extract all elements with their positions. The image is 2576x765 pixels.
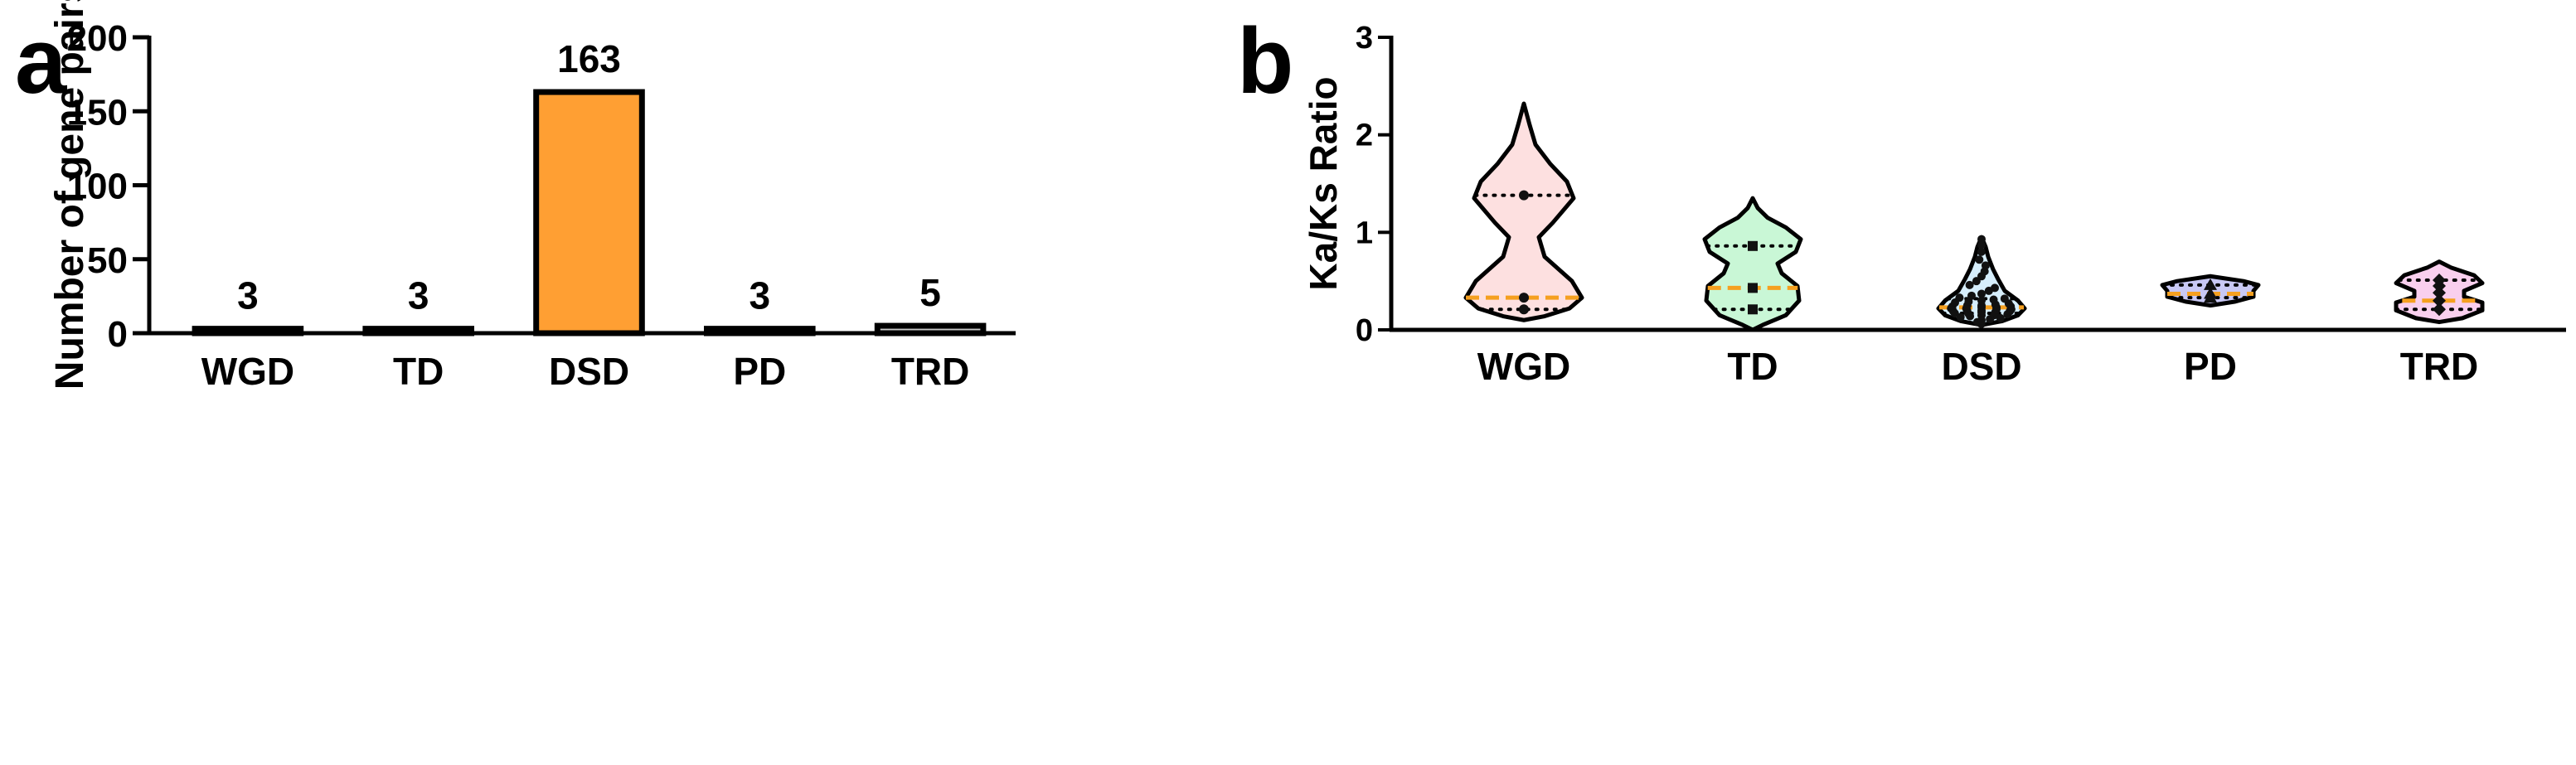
bar-data-label: 163 xyxy=(557,37,621,80)
data-point xyxy=(2433,293,2446,307)
x-tick-label: TD xyxy=(1727,345,1778,388)
data-point xyxy=(1977,247,1986,256)
data-point xyxy=(1981,261,1990,270)
y-axis-title: Ka/Ks Ratio xyxy=(1302,76,1345,290)
data-point xyxy=(1977,289,1986,298)
data-point xyxy=(1991,283,1999,293)
y-tick-label: 3 xyxy=(1356,21,1373,56)
x-tick-label: DSD xyxy=(1941,345,2021,388)
y-tick-label: 0 xyxy=(1356,313,1373,348)
y-tick-label: 50 xyxy=(87,240,128,281)
data-point xyxy=(1955,293,1964,303)
bar-data-label: 5 xyxy=(919,271,941,314)
violin-body xyxy=(1463,101,1584,322)
panel-b-letter: b xyxy=(1237,9,1293,113)
x-tick-label: DSD xyxy=(549,350,629,393)
y-tick-label: 2 xyxy=(1356,119,1373,153)
y-tick-label: 150 xyxy=(67,92,128,133)
data-point xyxy=(1748,283,1758,293)
data-point xyxy=(2433,286,2446,300)
x-tick-label: WGD xyxy=(201,350,294,393)
data-point xyxy=(1519,293,1529,303)
data-point xyxy=(1748,240,1758,251)
x-tick-label: TRD xyxy=(891,350,970,393)
bar xyxy=(192,326,304,337)
data-point xyxy=(1977,240,1986,249)
data-point xyxy=(1989,295,1998,304)
data-point xyxy=(1967,291,1976,300)
bar-data-label: 3 xyxy=(408,274,429,317)
data-point xyxy=(2000,294,2009,303)
x-tick-label: PD xyxy=(2184,345,2237,388)
data-point xyxy=(1748,304,1758,315)
x-tick-label: WGD xyxy=(1477,345,1570,388)
data-point xyxy=(2204,278,2217,290)
x-tick-label: TD xyxy=(393,350,444,393)
bar xyxy=(704,326,816,337)
data-point xyxy=(1965,280,1974,289)
data-point xyxy=(2433,273,2446,287)
data-point xyxy=(1519,190,1529,201)
bar xyxy=(874,322,987,337)
y-axis-title: Number of gene pairs xyxy=(48,0,92,390)
bar xyxy=(362,326,474,337)
data-point xyxy=(2204,287,2217,299)
data-point xyxy=(1977,296,1986,305)
data-point xyxy=(1977,235,1986,244)
x-tick-label: TRD xyxy=(2400,345,2479,388)
panel-a-letter: a xyxy=(15,9,67,113)
bar xyxy=(533,89,645,337)
data-point xyxy=(1996,313,2005,322)
bar-data-label: 3 xyxy=(750,274,771,317)
y-tick-label: 1 xyxy=(1356,215,1373,250)
data-point xyxy=(1519,304,1529,315)
bar-data-label: 3 xyxy=(237,274,259,317)
x-tick-label: PD xyxy=(733,350,786,393)
y-tick-label: 0 xyxy=(108,314,128,355)
y-tick-label: 100 xyxy=(67,167,128,207)
violin-chart-panel: 0 1 2 3 Ka/Ks Ratio WGD TD DSD PD TRD xyxy=(1302,21,2566,388)
data-point xyxy=(1975,255,1984,264)
y-tick-label: 200 xyxy=(67,18,128,59)
data-point xyxy=(2433,303,2446,317)
